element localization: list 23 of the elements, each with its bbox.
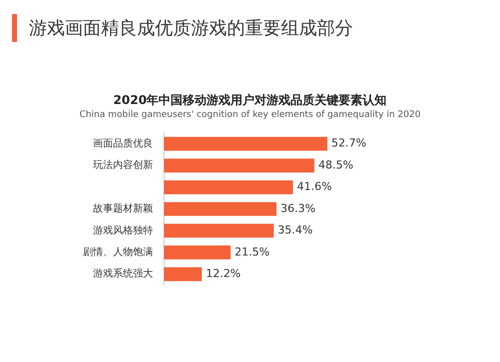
data-label: 36.3% (280, 202, 316, 215)
data-label: 12.2% (206, 267, 241, 280)
data-label: 21.5% (234, 245, 270, 258)
bar (164, 246, 231, 260)
bar (164, 267, 202, 282)
bar (164, 202, 277, 216)
bar (164, 224, 274, 238)
chart-title: 游戏画面精良成优质游戏的重要组成部分 (29, 17, 353, 40)
y-tick-label: 游戏系统强大 (93, 268, 153, 280)
text: China mobile gameusers' cognition of key elements of gamequality in 2020 (78, 110, 422, 120)
bar (164, 158, 314, 172)
y-tick-label: 故事题材新颖 (93, 202, 153, 215)
bar (164, 136, 328, 151)
y-tick-label: 游戏风格独特 (93, 224, 153, 236)
data-label: 48.5% (318, 158, 354, 172)
data-label: 41.6% (296, 180, 332, 194)
y-tick-label: 剧情、人物饱满 (83, 246, 153, 258)
bar (164, 180, 293, 194)
y-tick-label: 画面品质优良 (93, 137, 153, 150)
data-label: 35.4% (278, 224, 313, 237)
data-label: 52.7% (331, 136, 366, 150)
y-tick-label: 玩法内容创新 (93, 159, 153, 172)
chart-subtitle: 2020年中国移动游戏用户对游戏品质关键要素认知 (112, 92, 388, 109)
